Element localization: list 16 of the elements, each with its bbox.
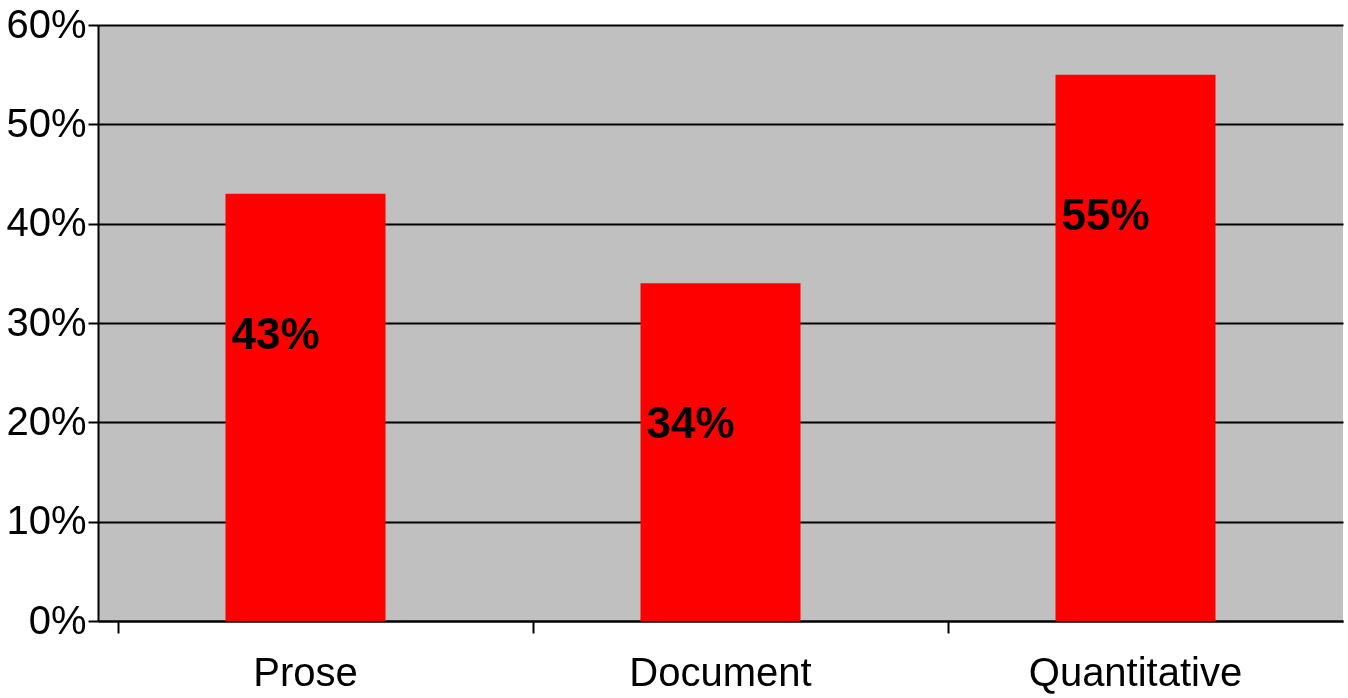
- y-tick-label: 10%: [6, 498, 87, 543]
- bar: [640, 283, 801, 621]
- y-tick-label: 60%: [6, 1, 87, 46]
- y-tick-label: 40%: [6, 200, 87, 245]
- x-tick-label: Document: [629, 649, 812, 694]
- data-label: 55%: [1061, 189, 1150, 239]
- y-tick-label: 50%: [6, 100, 87, 145]
- y-tick-label: 0%: [28, 597, 87, 642]
- y-tick-label: 30%: [6, 299, 87, 344]
- data-label: 34%: [646, 398, 735, 448]
- x-tick-label: Quantitative: [1028, 649, 1243, 694]
- bar: [1055, 74, 1216, 621]
- x-tick-label: Prose: [253, 649, 358, 694]
- y-tick-label: 20%: [6, 398, 87, 443]
- data-label: 43%: [231, 308, 320, 358]
- bar: [225, 193, 386, 621]
